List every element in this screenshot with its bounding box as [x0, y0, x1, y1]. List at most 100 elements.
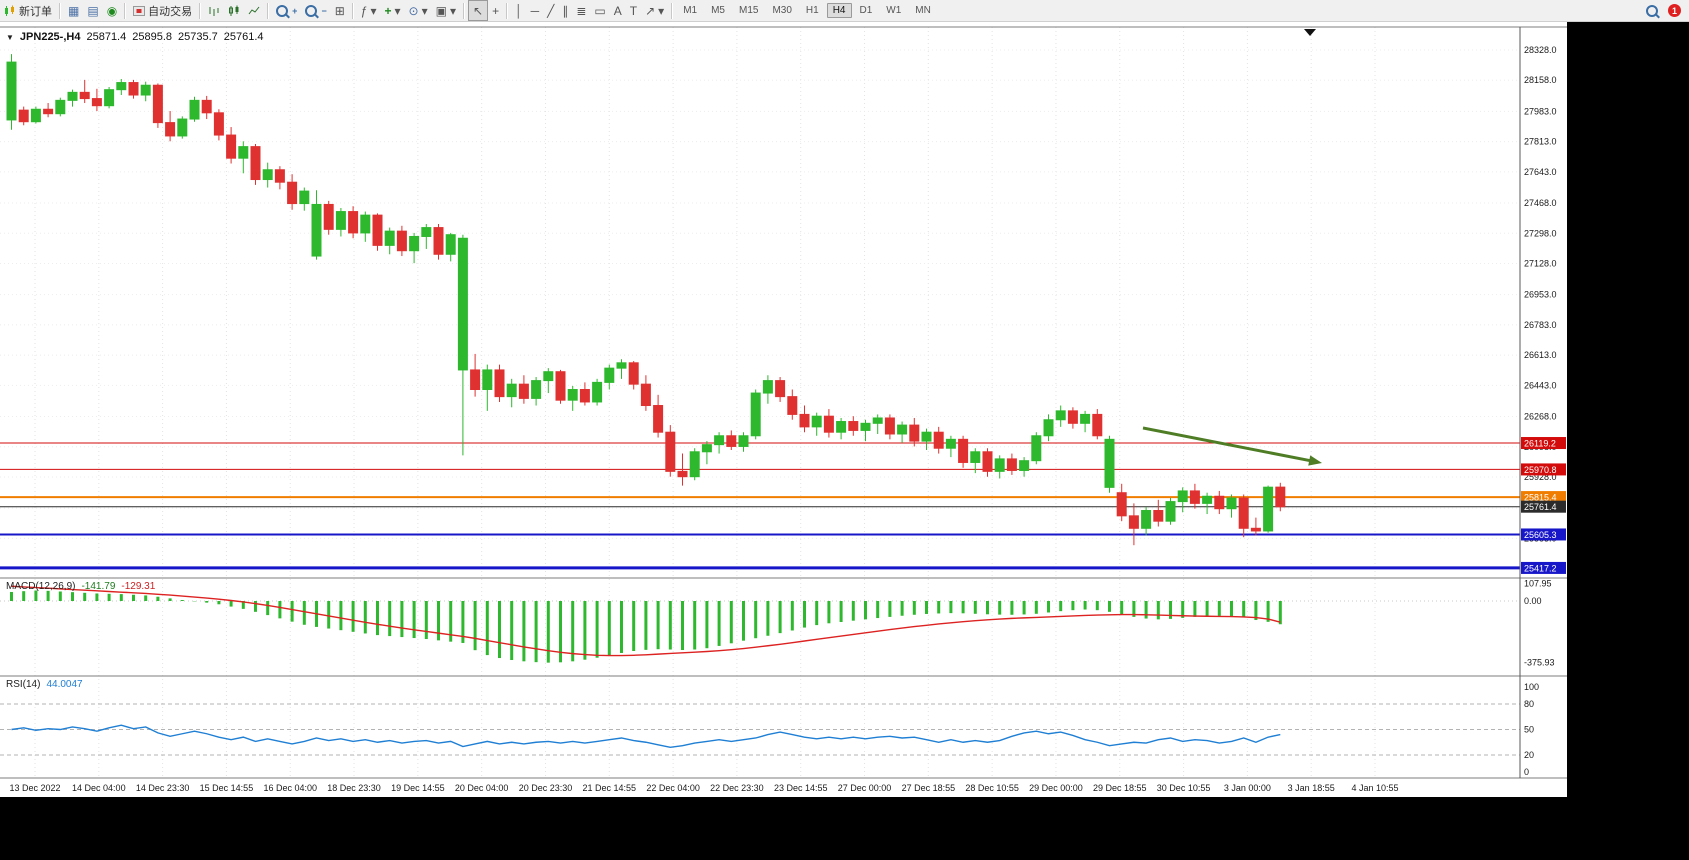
vertical-line-tool-button[interactable]: │ [511, 1, 527, 20]
candle [665, 431, 676, 472]
timeframe-button-MN[interactable]: MN [915, 5, 931, 16]
candle [470, 369, 481, 391]
line-chart-button[interactable] [244, 1, 264, 20]
horizontal-line-tool-button[interactable]: ─ [527, 1, 544, 20]
navigator-icon: ◉ [106, 3, 118, 18]
tile-windows-button[interactable]: ⊞ [331, 1, 349, 20]
price-tag-25417.2 [1521, 561, 1566, 574]
candle [250, 146, 261, 181]
candle [1141, 509, 1152, 529]
chevron-down-icon: ▾ [658, 3, 665, 18]
chevron-down-icon: ▾ [370, 3, 377, 18]
axis-label: 107.95 [1524, 578, 1552, 588]
candle [909, 424, 920, 442]
price-tag-26119.2 [1521, 437, 1566, 450]
text-tool-button[interactable]: A [610, 1, 626, 20]
chevron-down-icon: ▾ [449, 3, 456, 18]
shapes-tool-button[interactable]: ▭ [590, 1, 609, 20]
candle [555, 371, 566, 401]
auto-trading-button[interactable]: 自动交易 [129, 1, 196, 20]
candle [897, 424, 908, 435]
arrows-tool-button[interactable]: ↗ ▾ [641, 1, 668, 20]
candle [1263, 486, 1274, 532]
trend-arrow-annotation[interactable] [1142, 426, 1322, 466]
axis-label: 29 Dec 18:55 [1093, 783, 1147, 793]
timeframe-button-M15[interactable]: M15 [739, 5, 759, 16]
channel-tool-button[interactable]: ∥ [558, 1, 572, 20]
candle [274, 169, 285, 183]
crosshair-tool-button[interactable]: + [488, 1, 503, 20]
vertical-line-icon: │ [515, 3, 523, 18]
candlestick-chart-button[interactable] [224, 1, 244, 20]
zoom-out-button[interactable]: − [301, 1, 330, 20]
timeframe-button-W1[interactable]: W1 [886, 5, 902, 16]
candle [91, 98, 102, 107]
crosshair-icon: + [492, 3, 500, 18]
bar-chart-button[interactable] [204, 1, 224, 20]
symbol-dropdown-icon[interactable]: ▼ [6, 33, 14, 42]
candle [1104, 438, 1115, 488]
cursor-tool-button[interactable]: ↖ [468, 0, 489, 21]
fibonacci-tool-button[interactable]: ≣ [572, 1, 590, 20]
snapshot-button[interactable]: ▣ ▾ [432, 1, 460, 20]
period-clock-button[interactable]: ⊙ ▾ [405, 1, 432, 20]
candle [750, 392, 761, 437]
notification-badge[interactable]: 1 [1668, 4, 1681, 17]
candle [360, 214, 371, 234]
market-watch-button[interactable]: ▦ [64, 1, 83, 20]
candle [1080, 413, 1091, 424]
candle [1238, 497, 1249, 529]
chart-window[interactable]: 28328.0 28158.0 27983.0 27813.0 27643.0 27468… [0, 21, 1567, 797]
candle [128, 82, 139, 96]
bar-chart-icon [209, 6, 219, 16]
new-order-button[interactable]: 新订单 [0, 1, 56, 20]
market-watch-icon: ▦ [68, 3, 80, 18]
indicators-icon: ƒ [360, 3, 368, 18]
data-window-button[interactable]: ▤ [83, 1, 102, 20]
candle [921, 431, 932, 442]
timeframe-button-M5[interactable]: M5 [711, 5, 725, 16]
label-tool-button[interactable]: T [626, 1, 641, 20]
main-pane-candles[interactable] [6, 54, 1286, 546]
axis-label: 25815.4 [1524, 493, 1557, 503]
navigator-button[interactable]: ◉ [103, 1, 121, 20]
macd-pane[interactable] [0, 585, 1520, 663]
timeframe-button-H1[interactable]: H1 [805, 5, 819, 16]
candle [1092, 413, 1103, 437]
candle [970, 451, 981, 463]
candle [18, 109, 29, 123]
zoom-in-button[interactable]: + [272, 1, 301, 20]
rsi-line [11, 724, 1281, 749]
timeframe-button-M30[interactable]: M30 [772, 5, 792, 16]
candle [116, 82, 127, 91]
chart-header: ▼ JPN225-,H4 25871.4 25895.8 25735.7 257… [6, 31, 264, 43]
candle [311, 203, 322, 257]
rsi-pane[interactable] [0, 703, 1520, 756]
chart-canvas[interactable]: 28328.0 28158.0 27983.0 27813.0 27643.0 27468… [0, 21, 1567, 797]
candle [482, 369, 493, 391]
candle [945, 438, 956, 449]
axis-label: 20 Dec 23:30 [519, 783, 573, 793]
candle [189, 99, 200, 120]
trendline-tool-button[interactable]: ╱ [543, 1, 558, 20]
chart-shift-marker[interactable] [1304, 29, 1316, 36]
price-tag-25815.4 [1521, 491, 1566, 504]
axis-label: 22 Dec 23:30 [710, 783, 764, 793]
timeframe-button-M1[interactable]: M1 [683, 5, 698, 16]
candle [653, 405, 664, 433]
candle [640, 383, 651, 407]
candle [104, 89, 115, 107]
price-axis[interactable]: 28328.0 28158.0 27983.0 27813.0 27643.0 27468… [1521, 45, 1566, 777]
candle [1165, 501, 1176, 522]
candle [79, 91, 90, 100]
axis-label: 13 Dec 2022 [9, 783, 60, 793]
axis-label: 26953.0 [1524, 290, 1557, 300]
indicators-dropdown[interactable]: ƒ ▾ [357, 1, 381, 20]
macd-label-row: MACD(12,26,9) -141.79 -129.31 [6, 581, 155, 592]
timeframe-button-D1[interactable]: D1 [859, 5, 873, 16]
rsi-label-row: RSI(14) 44.0047 [6, 679, 83, 690]
add-indicator-button[interactable]: + ▾ [380, 1, 404, 20]
timeframe-button-H4[interactable]: H4 [826, 3, 852, 18]
time-axis[interactable]: 13 Dec 2022 14 Dec 04:00 14 Dec 23:30 15 De… [9, 783, 1398, 793]
search-button[interactable] [1642, 1, 1662, 20]
